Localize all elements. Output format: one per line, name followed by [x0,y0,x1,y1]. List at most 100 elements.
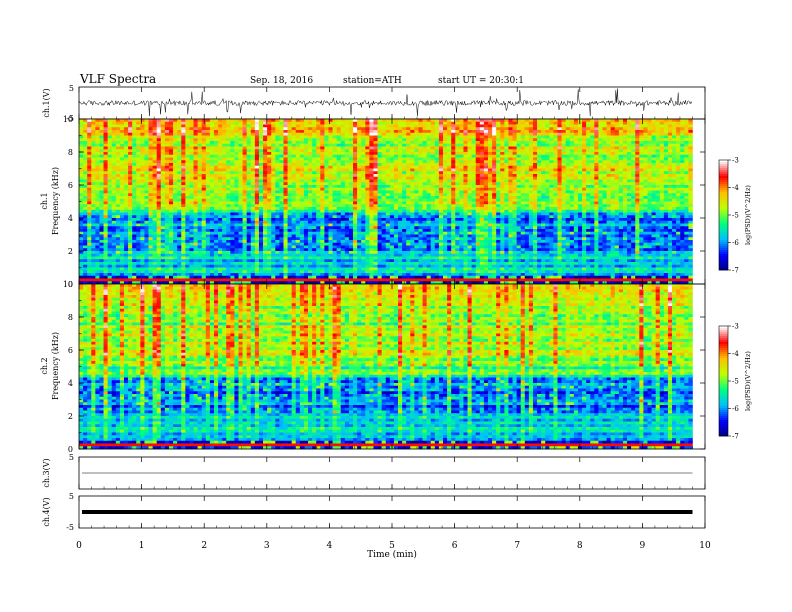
spectrogram-cell [348,171,354,175]
spectrogram-cell [123,168,129,172]
spectrogram-cell [483,185,489,189]
spectrogram-cell [148,132,153,136]
spectrogram-cell [447,141,452,145]
spectrogram-cell [414,201,419,205]
spectrogram-cell [684,201,689,205]
spectrogram-cell [156,130,162,134]
spectrogram-cell [156,127,162,131]
spectrogram-cell [189,121,194,125]
spectrogram-cell [504,185,509,189]
spectrogram-cell [283,143,288,147]
spectrogram-cell [348,204,354,208]
spectrogram-cell [402,138,407,142]
spectrogram-cell [324,143,329,147]
spectrogram-cell [299,149,305,153]
spectrogram-cell [320,119,325,123]
spectrogram-cell [487,193,493,197]
spectrogram-cell [565,201,571,205]
spectrogram-cell [267,187,272,191]
spectrogram-cell [635,157,640,161]
spectrogram-cell [279,143,284,147]
spectrogram-cell [320,174,325,178]
spectrogram-cell [168,157,174,161]
spectrogram-cell [582,130,587,134]
spectrogram-cell [197,198,202,202]
spectrogram-cell [655,149,661,153]
spectrogram-cell [655,138,661,142]
spectrogram-cell [447,119,452,123]
spectrogram-cell [234,119,239,123]
spectrogram-cell [516,201,522,205]
spectrogram-cell [631,138,636,142]
spectrogram-cell [483,146,489,150]
spectrogram-cell [168,160,174,164]
spectrogram-cell [688,204,693,208]
spectrogram-cell [504,207,509,211]
spectrogram-cell [177,163,182,167]
spectrogram-cell [500,141,505,145]
spectrogram-cell [688,121,693,125]
spectrogram-cell [528,193,534,197]
spectrogram-cell [312,176,317,180]
spectrogram-cell [545,179,550,183]
spectrogram-cell [103,207,108,211]
spectrogram-cell [508,130,513,134]
spectrogram-cell [492,121,497,125]
spectrogram-cell [365,121,370,125]
spectrogram-cell [418,187,423,191]
spectrogram-cell [173,190,178,194]
spectrogram-cell [312,174,317,178]
spectrogram-cell [148,160,153,164]
spectrogram-cell [316,124,321,128]
spectrogram-cell [271,127,276,131]
spectrogram-cell [443,160,448,164]
spectrogram-cell [230,176,235,180]
spectrogram-cell [455,127,460,131]
spectrogram-cell [189,201,194,205]
spectrogram-cell [222,127,227,131]
spectrogram-cell [79,132,84,136]
spectrogram-cell [606,132,611,136]
spectrogram-cell [610,138,616,142]
spectrogram-cell [156,174,162,178]
spectrogram-cell [406,182,411,186]
spectrogram-cell [569,174,575,178]
spectrogram-cell [348,157,354,161]
spectrogram-cell [271,174,276,178]
spectrogram-cell [631,179,636,183]
spectrogram-cell [353,165,358,169]
spectrogram-cell [402,132,407,136]
spectrogram-cell [189,174,194,178]
spectrogram-cell [328,124,333,128]
spectrogram-cell [353,132,358,136]
spectrogram-cell [549,152,554,156]
spectrogram-cell [246,119,252,123]
spectrogram-cell [606,141,611,145]
spectrogram-cell [324,163,329,167]
spectrogram-cell [189,135,194,139]
spectrogram-cell [254,143,260,147]
spectrogram-cell [561,185,566,189]
spectrogram-cell [267,198,272,202]
spectrogram-cell [316,187,321,191]
spectrogram-cell [283,182,288,186]
spectrogram-cell [275,130,280,134]
spectrogram-cell [549,141,554,145]
spectrogram-cell [136,185,141,189]
spectrogram-cell [83,163,88,167]
spectrogram-cell [107,207,113,211]
spectrogram-cell [152,174,158,178]
spectrogram-cell [164,138,170,142]
spectrogram-cell [336,138,342,142]
spectrogram-cell [230,171,235,175]
spectrogram-cell [173,130,178,134]
spectrogram-cell [541,190,546,194]
spectrogram-cell [107,124,113,128]
spectrogram-cell [344,204,350,208]
spectrogram-cell [291,198,297,202]
spectrogram-cell [647,127,652,131]
spectrogram-cell [181,193,186,197]
spectrogram-cell [471,143,477,147]
spectrogram-cell [115,127,121,131]
spectrogram-cell [627,163,632,167]
